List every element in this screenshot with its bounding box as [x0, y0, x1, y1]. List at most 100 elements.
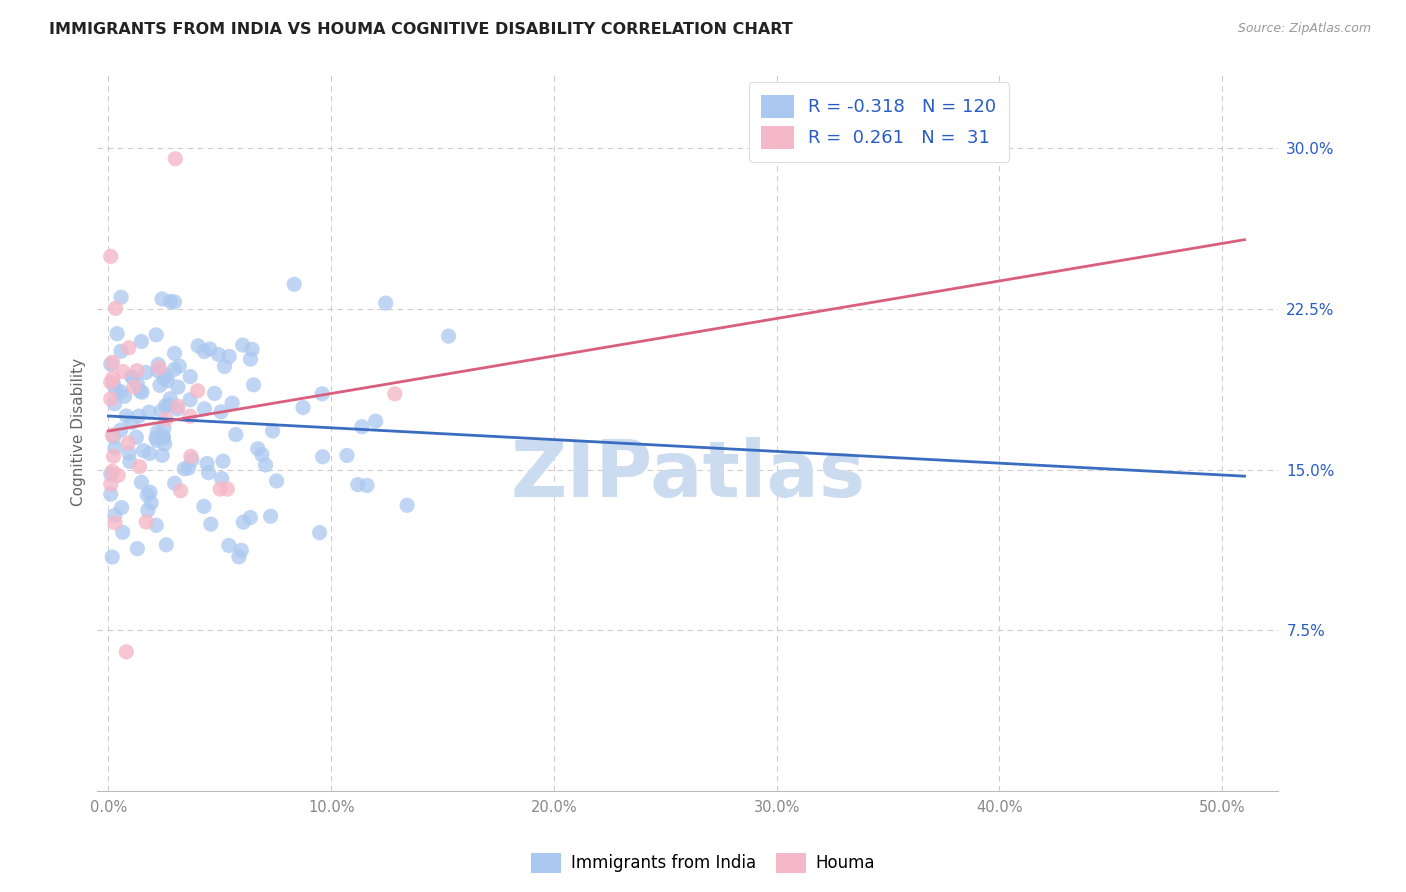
Legend: R = -0.318   N = 120, R =  0.261   N =  31: R = -0.318 N = 120, R = 0.261 N = 31 — [749, 82, 1010, 161]
Point — [138, 405, 160, 419]
Point — [146, 425, 169, 439]
Point — [364, 414, 387, 428]
Point — [231, 543, 253, 558]
Y-axis label: Cognitive Disability: Cognitive Disability — [72, 358, 86, 506]
Point — [100, 487, 122, 501]
Point — [218, 538, 240, 552]
Point — [132, 443, 155, 458]
Point — [228, 549, 250, 564]
Point — [118, 446, 141, 460]
Point — [163, 346, 186, 360]
Point — [155, 399, 177, 413]
Point — [347, 477, 370, 491]
Point — [179, 369, 201, 384]
Point — [155, 412, 177, 426]
Point — [104, 508, 127, 523]
Point — [350, 419, 373, 434]
Point — [266, 474, 288, 488]
Point — [155, 538, 177, 552]
Point — [129, 384, 152, 399]
Point — [163, 476, 186, 491]
Point — [239, 510, 262, 524]
Point — [167, 380, 190, 394]
Point — [209, 482, 232, 496]
Point — [127, 376, 149, 391]
Point — [145, 518, 167, 533]
Point — [283, 277, 305, 292]
Point — [217, 482, 239, 496]
Point — [197, 466, 219, 480]
Point — [101, 464, 124, 478]
Point — [153, 421, 176, 435]
Point — [193, 344, 215, 359]
Point — [111, 364, 134, 378]
Point — [138, 446, 160, 460]
Point — [384, 386, 406, 401]
Point — [232, 515, 254, 529]
Point — [101, 549, 124, 564]
Point — [125, 364, 148, 378]
Point — [104, 301, 127, 316]
Point — [141, 496, 163, 510]
Point — [104, 441, 127, 455]
Point — [239, 352, 262, 367]
Point — [101, 428, 124, 442]
Text: IMMIGRANTS FROM INDIA VS HOUMA COGNITIVE DISABILITY CORRELATION CHART: IMMIGRANTS FROM INDIA VS HOUMA COGNITIVE… — [49, 22, 793, 37]
Point — [115, 645, 138, 659]
Point — [118, 341, 141, 355]
Point — [131, 385, 153, 400]
Point — [163, 294, 186, 309]
Point — [148, 358, 170, 372]
Point — [311, 450, 333, 464]
Point — [246, 442, 269, 456]
Point — [180, 450, 202, 464]
Point — [204, 386, 226, 401]
Point — [187, 339, 209, 353]
Point — [115, 409, 138, 423]
Point — [146, 434, 169, 448]
Point — [211, 471, 233, 485]
Point — [167, 399, 190, 413]
Point — [136, 488, 159, 502]
Point — [259, 509, 281, 524]
Point — [110, 290, 132, 304]
Point — [221, 396, 243, 410]
Point — [218, 350, 240, 364]
Point — [121, 416, 143, 430]
Point — [136, 503, 159, 517]
Point — [121, 370, 143, 384]
Text: Source: ZipAtlas.com: Source: ZipAtlas.com — [1237, 22, 1371, 36]
Point — [163, 362, 186, 376]
Point — [157, 398, 180, 412]
Point — [100, 375, 122, 389]
Point — [100, 357, 122, 371]
Point — [250, 448, 273, 462]
Point — [131, 334, 153, 349]
Point — [145, 431, 167, 445]
Point — [152, 431, 174, 445]
Point — [396, 498, 419, 512]
Point — [240, 343, 263, 357]
Point — [104, 383, 127, 397]
Point — [169, 359, 191, 374]
Point — [153, 371, 176, 385]
Point — [125, 430, 148, 444]
Point — [225, 427, 247, 442]
Point — [212, 454, 235, 468]
Point — [100, 249, 122, 263]
Point — [173, 462, 195, 476]
Point — [150, 448, 173, 462]
Point — [110, 384, 132, 399]
Point — [117, 436, 139, 450]
Point — [180, 452, 202, 467]
Point — [118, 455, 141, 469]
Point — [135, 365, 157, 379]
Point — [209, 405, 232, 419]
Point — [193, 500, 215, 514]
Point — [107, 468, 129, 483]
Point — [127, 541, 149, 556]
Point — [103, 397, 125, 411]
Point — [100, 477, 122, 491]
Point — [214, 359, 236, 374]
Point — [179, 392, 201, 407]
